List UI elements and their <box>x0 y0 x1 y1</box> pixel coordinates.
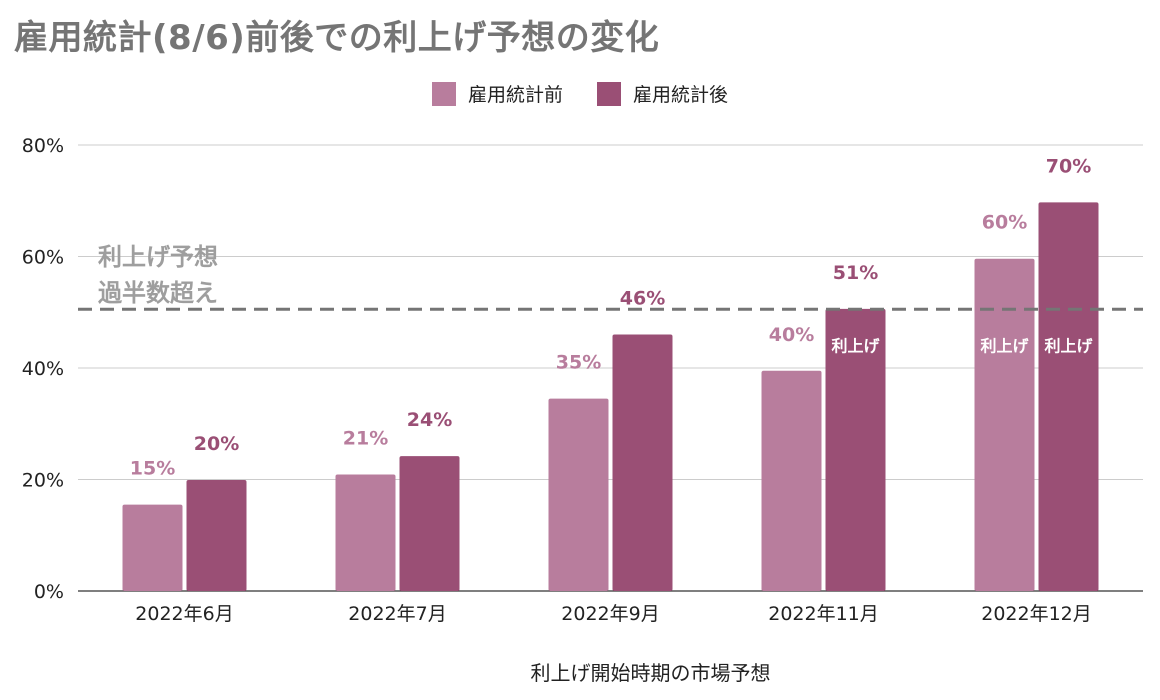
bar-after <box>1038 202 1099 592</box>
x-tick-label: 2022年9月 <box>561 603 659 625</box>
data-label: 21% <box>343 427 388 449</box>
legend-item-before: 雇用統計前 <box>431 80 563 107</box>
y-tick-label: 20% <box>22 470 64 492</box>
x-tick-label: 2022年6月 <box>135 603 233 625</box>
bar-after <box>825 308 886 591</box>
threshold-annotation: 利上げ予想 <box>98 243 218 271</box>
bar-before <box>122 504 183 591</box>
data-label: 60% <box>982 212 1027 234</box>
legend-item-after: 雇用統計後 <box>597 80 728 107</box>
data-label: 20% <box>194 433 239 455</box>
legend-label-before: 雇用統計前 <box>467 84 563 106</box>
bar-before <box>761 370 822 591</box>
legend-swatch-after <box>597 81 621 106</box>
x-axis-title: 利上げ開始時期の市場予想 <box>531 661 771 685</box>
data-label: 24% <box>407 409 452 431</box>
bar-after <box>186 480 247 591</box>
x-tick-label: 2022年7月 <box>348 603 446 625</box>
x-tick-label: 2022年11月 <box>768 603 879 625</box>
legend-label-after: 雇用統計後 <box>633 84 729 106</box>
in-bar-label: 利上げ <box>980 336 1029 355</box>
x-tick-label: 2022年12月 <box>981 603 1092 625</box>
data-label: 35% <box>556 352 601 374</box>
bar-before <box>548 398 609 591</box>
bar-after <box>399 456 460 591</box>
y-tick-label: 80% <box>22 135 64 157</box>
chart-title: 雇用統計(8/6)前後での利上げ予想の変化 <box>14 18 660 58</box>
y-tick-label: 60% <box>22 247 64 269</box>
in-bar-label: 利上げ <box>831 336 880 355</box>
bar-before <box>974 258 1035 591</box>
legend-swatch-before <box>431 81 456 106</box>
y-tick-label: 40% <box>22 358 64 380</box>
bar-before <box>335 474 396 591</box>
legend: 雇用統計前 雇用統計後 <box>0 80 1160 107</box>
threshold-annotation: 過半数超え <box>98 279 218 307</box>
bar-after <box>612 334 673 591</box>
data-label: 15% <box>130 458 175 480</box>
in-bar-label: 利上げ <box>1044 336 1093 355</box>
data-label: 51% <box>833 262 878 284</box>
data-label: 46% <box>620 288 665 310</box>
data-label: 40% <box>769 324 814 346</box>
data-label: 70% <box>1046 155 1091 177</box>
y-tick-label: 0% <box>34 581 64 603</box>
